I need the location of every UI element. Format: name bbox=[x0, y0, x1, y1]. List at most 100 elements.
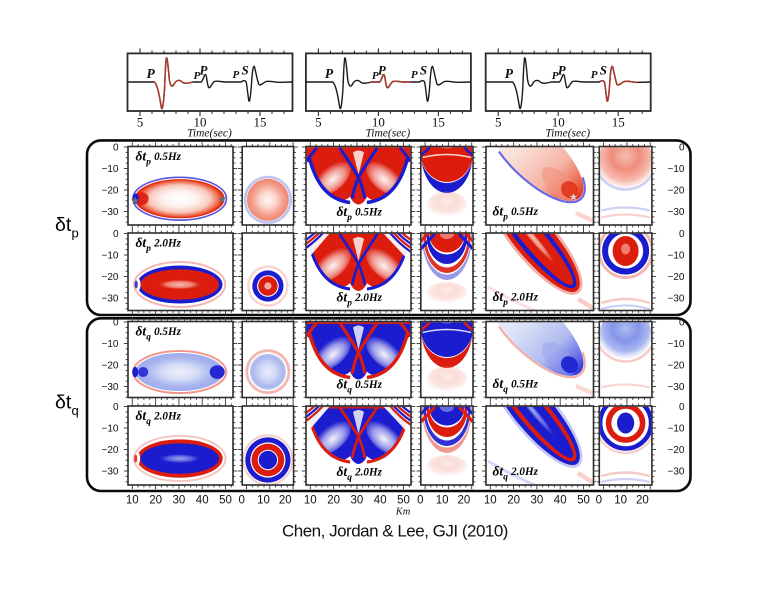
svg-text:P: P bbox=[233, 69, 240, 81]
svg-text:2.0Hz: 2.0Hz bbox=[510, 466, 538, 478]
svg-text:−20: −20 bbox=[102, 186, 119, 197]
svg-text:S: S bbox=[600, 63, 607, 78]
svg-text:p: p bbox=[145, 157, 151, 167]
svg-text:−20: −20 bbox=[668, 361, 685, 372]
svg-text:−30: −30 bbox=[668, 467, 685, 478]
svg-text:p: p bbox=[145, 244, 151, 254]
svg-text:−10: −10 bbox=[102, 251, 119, 262]
svg-text:δt: δt bbox=[136, 149, 148, 164]
svg-text:q: q bbox=[503, 472, 508, 482]
svg-text:5: 5 bbox=[495, 115, 502, 130]
svg-text:10: 10 bbox=[484, 495, 497, 507]
svg-text:P: P bbox=[372, 70, 379, 82]
svg-text:2.0Hz: 2.0Hz bbox=[153, 238, 181, 250]
svg-text:−10: −10 bbox=[668, 339, 685, 350]
svg-text:0: 0 bbox=[596, 495, 602, 507]
svg-text:0: 0 bbox=[679, 143, 685, 154]
svg-text:−30: −30 bbox=[668, 294, 685, 305]
svg-text:0: 0 bbox=[679, 402, 685, 413]
svg-text:δt: δt bbox=[136, 324, 148, 339]
svg-text:0.5Hz: 0.5Hz bbox=[355, 207, 382, 219]
svg-text:p: p bbox=[346, 213, 352, 223]
svg-text:P: P bbox=[558, 63, 567, 78]
svg-text:−10: −10 bbox=[102, 164, 119, 175]
svg-text:0: 0 bbox=[113, 318, 119, 329]
svg-text:δt: δt bbox=[493, 376, 505, 391]
svg-text:−10: −10 bbox=[668, 251, 685, 262]
svg-text:50: 50 bbox=[219, 495, 232, 507]
svg-text:−30: −30 bbox=[102, 467, 119, 478]
svg-text:10: 10 bbox=[436, 495, 449, 507]
svg-text:0: 0 bbox=[113, 402, 119, 413]
svg-text:10: 10 bbox=[126, 495, 139, 507]
svg-text:q: q bbox=[347, 473, 352, 483]
svg-text:0: 0 bbox=[113, 143, 119, 154]
svg-text:P: P bbox=[378, 63, 387, 78]
svg-text:10: 10 bbox=[304, 495, 317, 507]
svg-text:20: 20 bbox=[507, 495, 520, 507]
svg-text:0: 0 bbox=[113, 229, 119, 240]
svg-text:30: 30 bbox=[173, 495, 186, 507]
svg-text:30: 30 bbox=[351, 495, 364, 507]
svg-text:δt: δt bbox=[493, 289, 505, 304]
svg-text:q: q bbox=[146, 332, 151, 342]
svg-text:0.5Hz: 0.5Hz bbox=[154, 326, 181, 338]
svg-text:0.5Hz: 0.5Hz bbox=[511, 206, 538, 218]
svg-text:30: 30 bbox=[531, 495, 544, 507]
svg-text:0.5Hz: 0.5Hz bbox=[355, 379, 382, 391]
svg-text:−30: −30 bbox=[102, 294, 119, 305]
svg-text:20: 20 bbox=[149, 495, 162, 507]
svg-text:−30: −30 bbox=[102, 382, 119, 393]
svg-text:P: P bbox=[325, 66, 334, 81]
svg-text:δt: δt bbox=[337, 377, 349, 392]
svg-text:15: 15 bbox=[254, 115, 267, 130]
svg-text:40: 40 bbox=[374, 495, 387, 507]
svg-text:0: 0 bbox=[238, 495, 244, 507]
svg-text:10: 10 bbox=[614, 495, 627, 507]
svg-text:0.5Hz: 0.5Hz bbox=[511, 379, 538, 391]
svg-text:δt: δt bbox=[55, 392, 72, 414]
svg-text:20: 20 bbox=[327, 495, 340, 507]
svg-text:q: q bbox=[347, 385, 352, 395]
svg-text:p: p bbox=[502, 298, 508, 308]
svg-text:δt: δt bbox=[493, 464, 505, 479]
svg-text:−20: −20 bbox=[668, 186, 685, 197]
svg-text:20: 20 bbox=[458, 495, 471, 507]
svg-text:2.0Hz: 2.0Hz bbox=[354, 467, 382, 479]
svg-text:0: 0 bbox=[417, 495, 423, 507]
svg-text:2.0Hz: 2.0Hz bbox=[153, 411, 181, 423]
svg-text:5: 5 bbox=[315, 115, 322, 130]
svg-text:P: P bbox=[194, 70, 201, 82]
svg-text:p: p bbox=[72, 226, 79, 241]
svg-text:p: p bbox=[346, 298, 352, 308]
svg-text:δt: δt bbox=[493, 204, 505, 219]
svg-text:−10: −10 bbox=[102, 424, 119, 435]
svg-text:10: 10 bbox=[194, 115, 207, 130]
svg-text:δt: δt bbox=[136, 408, 148, 423]
svg-text:2.0Hz: 2.0Hz bbox=[510, 292, 538, 304]
svg-text:Time(sec): Time(sec) bbox=[545, 128, 590, 140]
svg-text:−20: −20 bbox=[102, 445, 119, 456]
svg-text:0: 0 bbox=[679, 318, 685, 329]
svg-text:40: 40 bbox=[554, 495, 567, 507]
svg-text:50: 50 bbox=[397, 495, 410, 507]
svg-text:−20: −20 bbox=[668, 272, 685, 283]
svg-text:15: 15 bbox=[612, 115, 625, 130]
svg-text:p: p bbox=[502, 212, 508, 222]
svg-text:0: 0 bbox=[679, 229, 685, 240]
svg-text:P: P bbox=[505, 66, 514, 81]
svg-text:P: P bbox=[411, 69, 418, 81]
svg-text:5: 5 bbox=[137, 115, 144, 130]
svg-text:−20: −20 bbox=[102, 272, 119, 283]
svg-text:15: 15 bbox=[432, 115, 445, 130]
svg-text:δt: δt bbox=[136, 235, 148, 250]
svg-text:q: q bbox=[503, 385, 508, 395]
svg-text:δt: δt bbox=[337, 290, 349, 305]
svg-text:q: q bbox=[146, 417, 151, 427]
svg-text:−20: −20 bbox=[102, 361, 119, 372]
svg-text:10: 10 bbox=[552, 115, 565, 130]
svg-text:−20: −20 bbox=[668, 445, 685, 456]
svg-text:−30: −30 bbox=[668, 207, 685, 218]
svg-text:20: 20 bbox=[636, 495, 649, 507]
svg-text:10: 10 bbox=[257, 495, 270, 507]
